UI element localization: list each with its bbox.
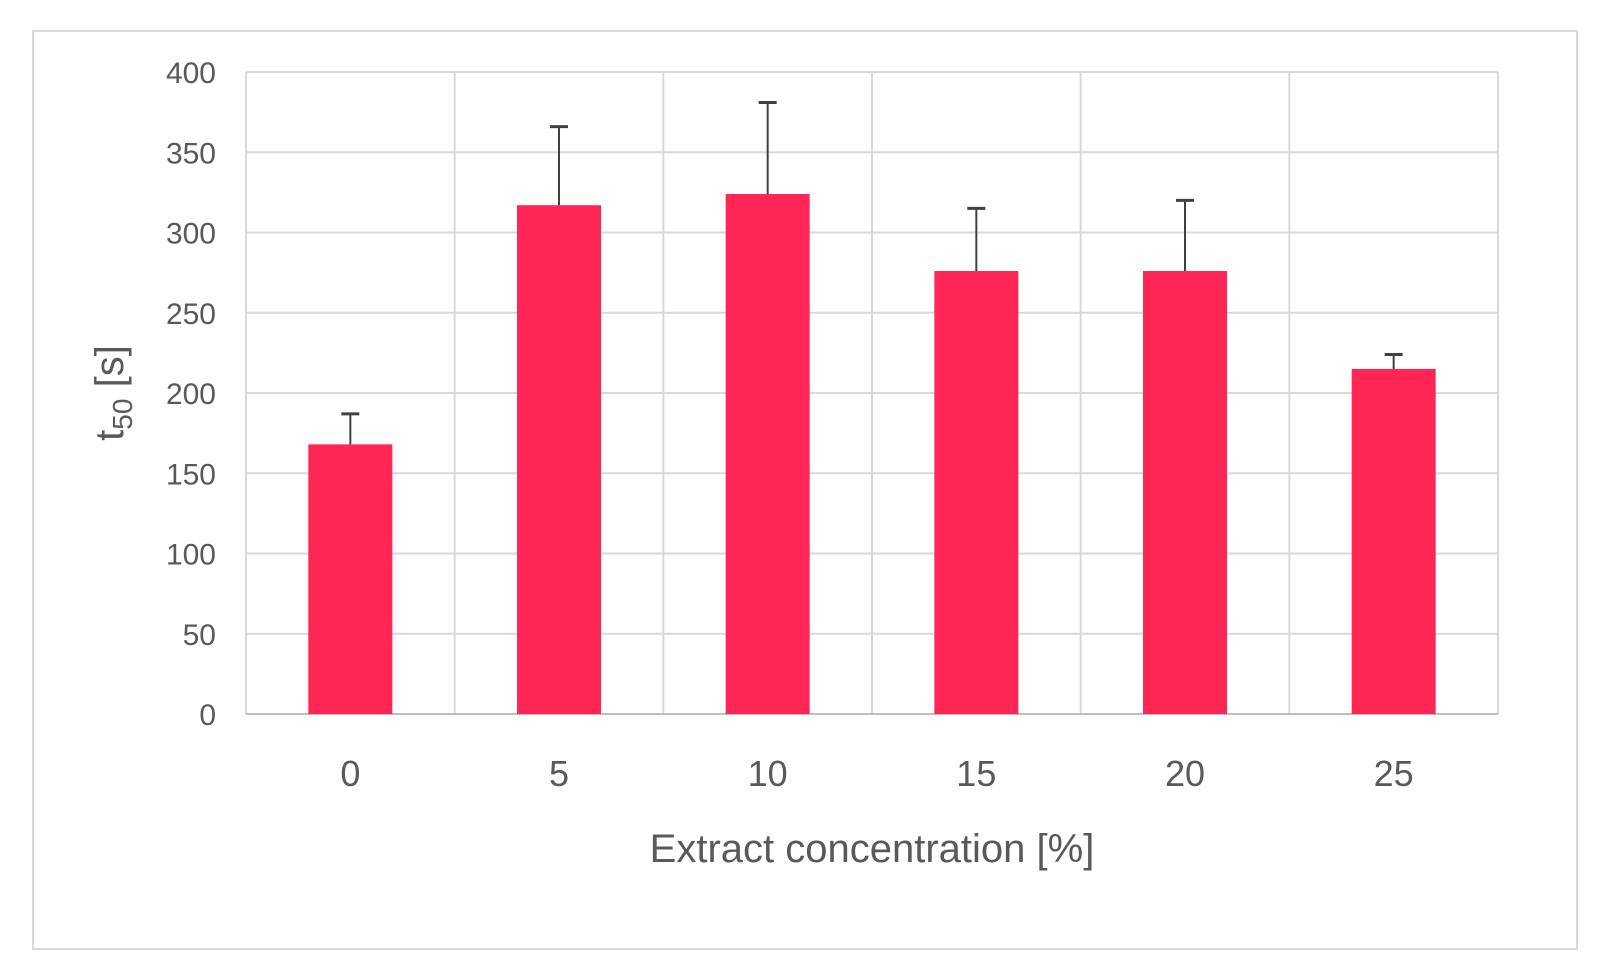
x-axis-title: Extract concentration [%] — [650, 827, 1095, 871]
y-axis-title-subscript: 50 — [107, 399, 138, 430]
x-tick-label: 5 — [549, 753, 569, 794]
y-tick-label: 50 — [183, 619, 216, 652]
y-axis-title: t50 [s] — [88, 345, 138, 441]
bar — [517, 205, 601, 714]
x-tick-label: 25 — [1374, 753, 1414, 794]
bars — [308, 193, 1436, 715]
y-tick-labels: 0 50 100 150 200 250 300 350 400 — [166, 57, 216, 732]
y-tick-label: 200 — [166, 378, 216, 411]
y-tick-label: 150 — [166, 458, 216, 491]
y-axis-title-base: t — [88, 430, 132, 441]
gridlines — [245, 71, 1499, 715]
bar — [1143, 271, 1227, 714]
x-tick-label: 15 — [956, 753, 996, 794]
bar — [1351, 368, 1436, 714]
x-tick-label: 10 — [748, 753, 788, 794]
x-tick-label: 20 — [1165, 753, 1205, 794]
bar — [934, 271, 1019, 714]
error-bars — [341, 100, 1403, 445]
y-tick-label: 300 — [166, 218, 216, 251]
y-tick-label: 400 — [166, 57, 216, 90]
x-tick-labels: 0 5 10 15 20 25 — [340, 753, 1413, 794]
bar — [308, 444, 393, 714]
bar — [725, 193, 810, 715]
y-tick-label: 0 — [199, 699, 216, 732]
y-tick-label: 350 — [166, 137, 216, 170]
y-axis-title-unit: [s] — [88, 345, 132, 398]
y-tick-label: 250 — [166, 298, 216, 331]
y-tick-label: 100 — [166, 539, 216, 572]
x-tick-label: 0 — [340, 753, 360, 794]
